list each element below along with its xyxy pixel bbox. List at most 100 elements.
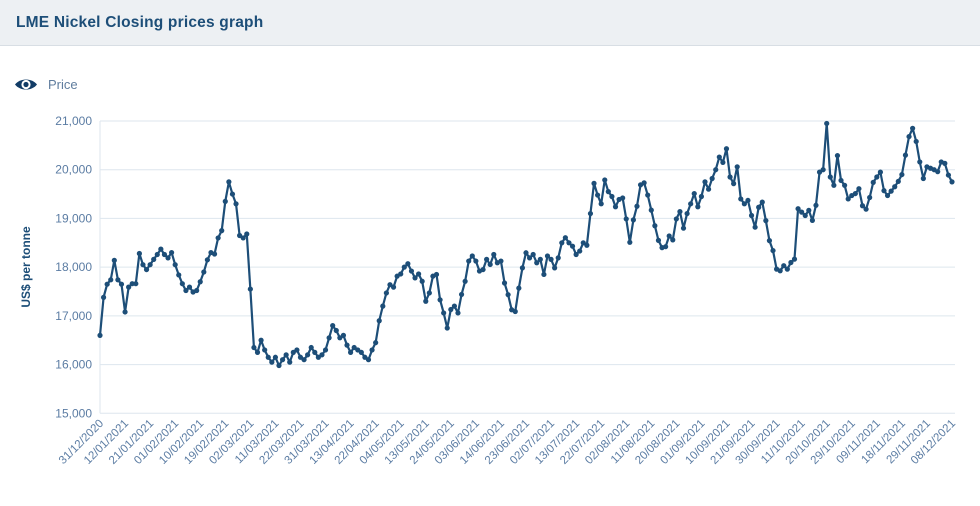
data-point xyxy=(254,349,261,355)
data-point xyxy=(505,292,511,298)
data-point xyxy=(473,258,479,264)
data-point xyxy=(265,354,271,360)
legend-item-price[interactable]: Price xyxy=(14,76,78,93)
data-point xyxy=(301,357,307,363)
data-point xyxy=(319,352,325,358)
eye-icon[interactable] xyxy=(14,76,38,93)
data-point xyxy=(426,290,432,296)
data-point xyxy=(902,152,909,158)
data-point xyxy=(806,207,812,213)
data-point xyxy=(663,244,669,250)
data-point xyxy=(591,180,597,186)
data-point xyxy=(695,204,701,210)
data-point xyxy=(369,347,375,353)
price-series[interactable] xyxy=(97,120,955,369)
data-point xyxy=(587,210,594,217)
data-point xyxy=(373,340,379,346)
data-point xyxy=(788,259,794,266)
data-point xyxy=(602,177,608,183)
data-point xyxy=(673,216,679,222)
data-point xyxy=(401,264,407,270)
data-point xyxy=(484,256,490,262)
data-point xyxy=(670,237,676,243)
data-point xyxy=(308,344,314,351)
data-point xyxy=(165,255,171,261)
data-point xyxy=(910,125,916,131)
data-point xyxy=(741,201,747,207)
y-tick-label: 19,000 xyxy=(55,211,92,225)
data-point xyxy=(537,256,543,262)
data-point xyxy=(874,174,880,180)
data-point xyxy=(226,179,232,185)
data-point xyxy=(279,357,286,363)
data-point xyxy=(276,362,282,369)
data-point xyxy=(555,255,561,261)
data-point xyxy=(233,201,239,207)
data-point xyxy=(287,359,293,365)
data-point xyxy=(194,287,200,294)
y-tick-label: 15,000 xyxy=(55,406,92,420)
y-axis-labels: 15,000 16,000 17,000 18,000 19,000 20,000 21,0… xyxy=(55,114,92,420)
data-point xyxy=(759,199,765,205)
y-tick-label: 21,000 xyxy=(55,114,92,128)
data-point xyxy=(516,285,522,291)
legend-label-price[interactable]: Price xyxy=(48,77,78,92)
y-axis-title: US$ per tonne xyxy=(19,226,33,308)
data-point xyxy=(269,359,275,365)
data-point xyxy=(122,309,128,315)
data-point xyxy=(305,352,311,358)
data-point xyxy=(441,310,447,316)
data-point xyxy=(312,349,318,355)
data-point xyxy=(569,243,576,249)
data-point xyxy=(917,159,923,165)
data-point xyxy=(888,188,894,194)
data-point xyxy=(802,212,808,219)
data-point xyxy=(161,251,168,258)
data-point xyxy=(444,325,450,331)
data-point xyxy=(634,203,640,209)
data-point xyxy=(423,298,429,304)
gridlines xyxy=(99,120,955,414)
data-point xyxy=(541,271,547,278)
data-point xyxy=(140,262,146,268)
data-point xyxy=(680,225,687,231)
data-point xyxy=(469,253,475,259)
data-point xyxy=(824,120,830,127)
data-point xyxy=(451,303,457,309)
data-point xyxy=(347,349,354,355)
price-line xyxy=(98,122,953,367)
data-point xyxy=(455,310,461,316)
data-point xyxy=(738,196,744,202)
data-point xyxy=(365,357,372,363)
data-point xyxy=(731,181,737,187)
data-point xyxy=(612,204,619,210)
data-point xyxy=(652,223,658,229)
data-point xyxy=(126,284,132,290)
data-point xyxy=(777,268,783,274)
data-point xyxy=(154,251,160,258)
data-point xyxy=(172,262,178,268)
data-point xyxy=(215,235,221,241)
data-point xyxy=(416,271,422,277)
data-point xyxy=(809,217,815,223)
data-point xyxy=(294,347,300,353)
data-point xyxy=(813,202,819,208)
data-point xyxy=(204,257,210,263)
data-point xyxy=(566,240,572,246)
data-point xyxy=(129,281,135,287)
y-tick-label: 18,000 xyxy=(55,260,92,274)
data-point xyxy=(791,256,798,262)
data-point xyxy=(598,201,604,207)
data-point xyxy=(147,262,153,268)
data-point xyxy=(867,194,873,201)
data-point xyxy=(766,238,773,244)
data-point xyxy=(784,266,790,272)
data-point xyxy=(405,261,411,267)
data-point xyxy=(437,297,443,303)
data-point xyxy=(645,192,651,198)
data-point xyxy=(716,154,722,160)
data-point xyxy=(333,327,339,334)
y-tick-label: 17,000 xyxy=(55,309,92,323)
data-point xyxy=(380,303,386,309)
data-point xyxy=(763,218,769,224)
